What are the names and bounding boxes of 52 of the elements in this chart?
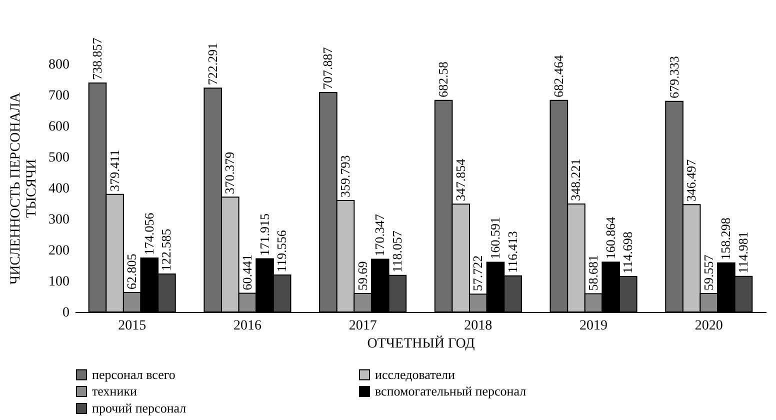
data-label: 116.413 bbox=[504, 231, 520, 273]
data-label: 62.805 bbox=[124, 254, 140, 290]
data-label: 119.556 bbox=[274, 230, 290, 272]
data-label: 59.557 bbox=[700, 254, 716, 291]
data-label: 370.379 bbox=[222, 152, 238, 194]
legend-label: исследователи bbox=[375, 366, 456, 382]
data-label: 59.69 bbox=[354, 261, 370, 290]
data-label: 114.981 bbox=[736, 232, 751, 274]
data-label: 57.722 bbox=[470, 255, 486, 292]
legend-label: техники bbox=[92, 384, 138, 398]
y-tick-label: 400 bbox=[48, 182, 70, 196]
data-label: 348.221 bbox=[568, 158, 584, 202]
y-tick-label: 700 bbox=[48, 88, 70, 104]
data-label: 738.857 bbox=[89, 37, 104, 80]
data-label: 722.291 bbox=[204, 42, 220, 86]
x-tick-label: 2018 bbox=[464, 318, 492, 334]
x-tick-label: 2020 bbox=[694, 318, 723, 334]
data-label: 170.347 bbox=[372, 213, 388, 256]
data-label: 122.585 bbox=[158, 228, 174, 271]
data-label: 160.864 bbox=[602, 216, 618, 260]
data-label: 174.056 bbox=[141, 212, 156, 256]
data-label: 707.887 bbox=[320, 46, 336, 90]
data-label: 679.333 bbox=[666, 56, 682, 98]
x-tick-label: 2015 bbox=[118, 318, 146, 334]
data-label: 60.441 bbox=[239, 254, 254, 290]
data-label: 346.497 bbox=[684, 158, 699, 202]
y-tick-label: 300 bbox=[48, 212, 70, 228]
x-axis-title: ОТЧЕТНЫЙ ГОД bbox=[367, 336, 476, 352]
legend-label: вспомогательный персонал bbox=[375, 384, 527, 398]
x-tick-label: 2019 bbox=[580, 318, 608, 334]
x-tick-label: 2017 bbox=[348, 318, 377, 334]
y-tick-label: 800 bbox=[48, 58, 70, 72]
data-label: 171.915 bbox=[256, 213, 272, 256]
data-label: 158.298 bbox=[718, 218, 734, 260]
x-tick-label: 2016 bbox=[233, 318, 262, 334]
data-label: 682.58 bbox=[436, 62, 451, 98]
legend-label: прочий персонал bbox=[92, 400, 187, 416]
data-label: 118.057 bbox=[389, 230, 404, 272]
y-tick-label: 600 bbox=[48, 120, 70, 134]
data-label: 379.411 bbox=[106, 150, 122, 192]
y-tick-label: 500 bbox=[48, 150, 70, 166]
data-label: 160.591 bbox=[487, 216, 502, 260]
data-label: 114.698 bbox=[620, 232, 636, 274]
y-tick-label: 0 bbox=[62, 306, 70, 320]
y-tick-label: 200 bbox=[48, 244, 70, 258]
data-label: 58.681 bbox=[586, 255, 601, 291]
y-axis-title: ЧИСЛЕННОСТЬ ПЕРСОНАЛА ТЫСЯЧИ bbox=[8, 92, 40, 285]
data-label: 359.793 bbox=[338, 155, 353, 198]
data-label: 682.464 bbox=[550, 54, 566, 98]
data-label: 347.854 bbox=[452, 158, 468, 202]
legend-label: персонал всего bbox=[92, 366, 176, 382]
y-tick-label: 100 bbox=[48, 274, 70, 290]
